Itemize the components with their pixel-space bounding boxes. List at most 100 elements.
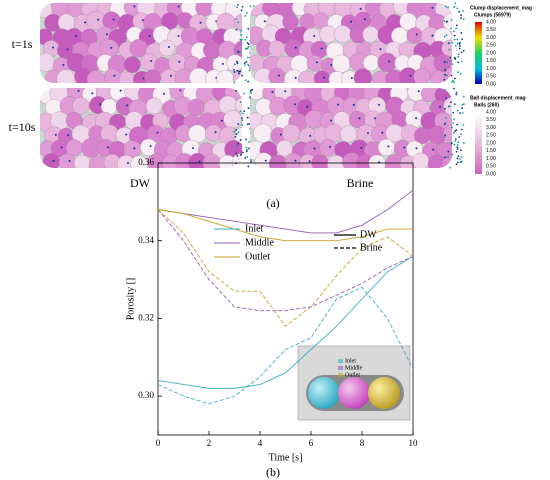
particle [244,157,247,159]
sphere [216,70,235,83]
particle [363,18,366,21]
particle [451,141,453,144]
particle [455,91,458,94]
particle [243,92,246,95]
sphere [268,154,288,168]
particle [246,116,249,119]
sphere [232,69,242,83]
particle [74,34,77,37]
colorbar-tick-label: 0.00 [486,171,496,177]
particle [242,112,244,115]
particle [452,111,455,114]
column-label: DW [130,176,151,190]
colorbar-tick-label: 3.00 [486,35,496,41]
particle [233,71,236,73]
sphere [223,110,242,129]
particle [453,34,456,37]
particle [250,160,253,163]
particle [462,95,465,98]
y-tick-label: 0.36 [138,157,154,167]
particle [444,69,447,72]
particle [246,148,248,151]
sphere [268,40,286,58]
particle [177,35,180,38]
particle [235,60,238,63]
colorbar-subtitle: Clumps (56979) [474,12,511,18]
particle [456,144,459,146]
particle [251,88,254,91]
particle [457,61,460,64]
particle [445,74,448,77]
particle [445,34,448,36]
sphere [57,13,76,31]
column-label: Brine [347,176,374,190]
particle [460,160,463,163]
particle [444,107,446,110]
x-tick-label: 4 [258,438,263,448]
particle [245,146,248,149]
particle [247,165,250,168]
series-line [157,189,414,234]
particle [458,136,461,138]
particle [453,131,455,134]
sphere [430,70,447,83]
colorbar-tick-label: 3.00 [486,125,496,131]
particle [446,61,449,64]
sphere [104,68,121,83]
particle [235,28,238,31]
plot-frame [157,162,414,436]
particle [68,159,71,162]
particle [455,27,458,30]
spheres [250,88,452,168]
particle [112,18,115,21]
particle [444,73,447,76]
particle [106,146,109,149]
legend-label: Middle [245,237,274,248]
series-line [157,209,413,242]
particle [243,62,246,64]
particle [110,46,113,49]
particle [366,131,369,134]
particle [235,145,238,148]
particle [199,21,202,24]
particle [454,140,457,142]
series-line [157,255,414,389]
particle [443,35,446,38]
particle [245,47,248,50]
particle [237,131,240,134]
particle [245,36,248,39]
particle [453,38,456,41]
particle [133,5,136,8]
particle [450,27,452,30]
particle [239,70,242,73]
particle [198,160,201,163]
particle [126,104,129,107]
particle [445,97,448,100]
particle [239,139,242,141]
particle [443,135,446,138]
particle [460,133,462,136]
sphere [377,52,397,72]
particle [244,104,246,106]
sphere [313,70,331,83]
particle [249,96,251,98]
y-tick-label: 0.30 [138,390,154,400]
particle [279,133,282,136]
particle [246,155,249,158]
particle [119,89,122,92]
particle [240,9,243,12]
particle [315,61,318,64]
inset-legend-label: Middle [345,365,363,371]
particle [461,112,464,114]
particle [263,20,266,23]
spheres [40,88,246,168]
particle [162,92,165,95]
sphere [231,153,242,168]
colorbar-tick-label: 0.00 [486,81,496,87]
particle [294,76,297,79]
spheres [40,3,242,83]
particle [450,74,453,77]
sphere [377,138,395,156]
particle [358,117,361,120]
particle [284,90,287,93]
